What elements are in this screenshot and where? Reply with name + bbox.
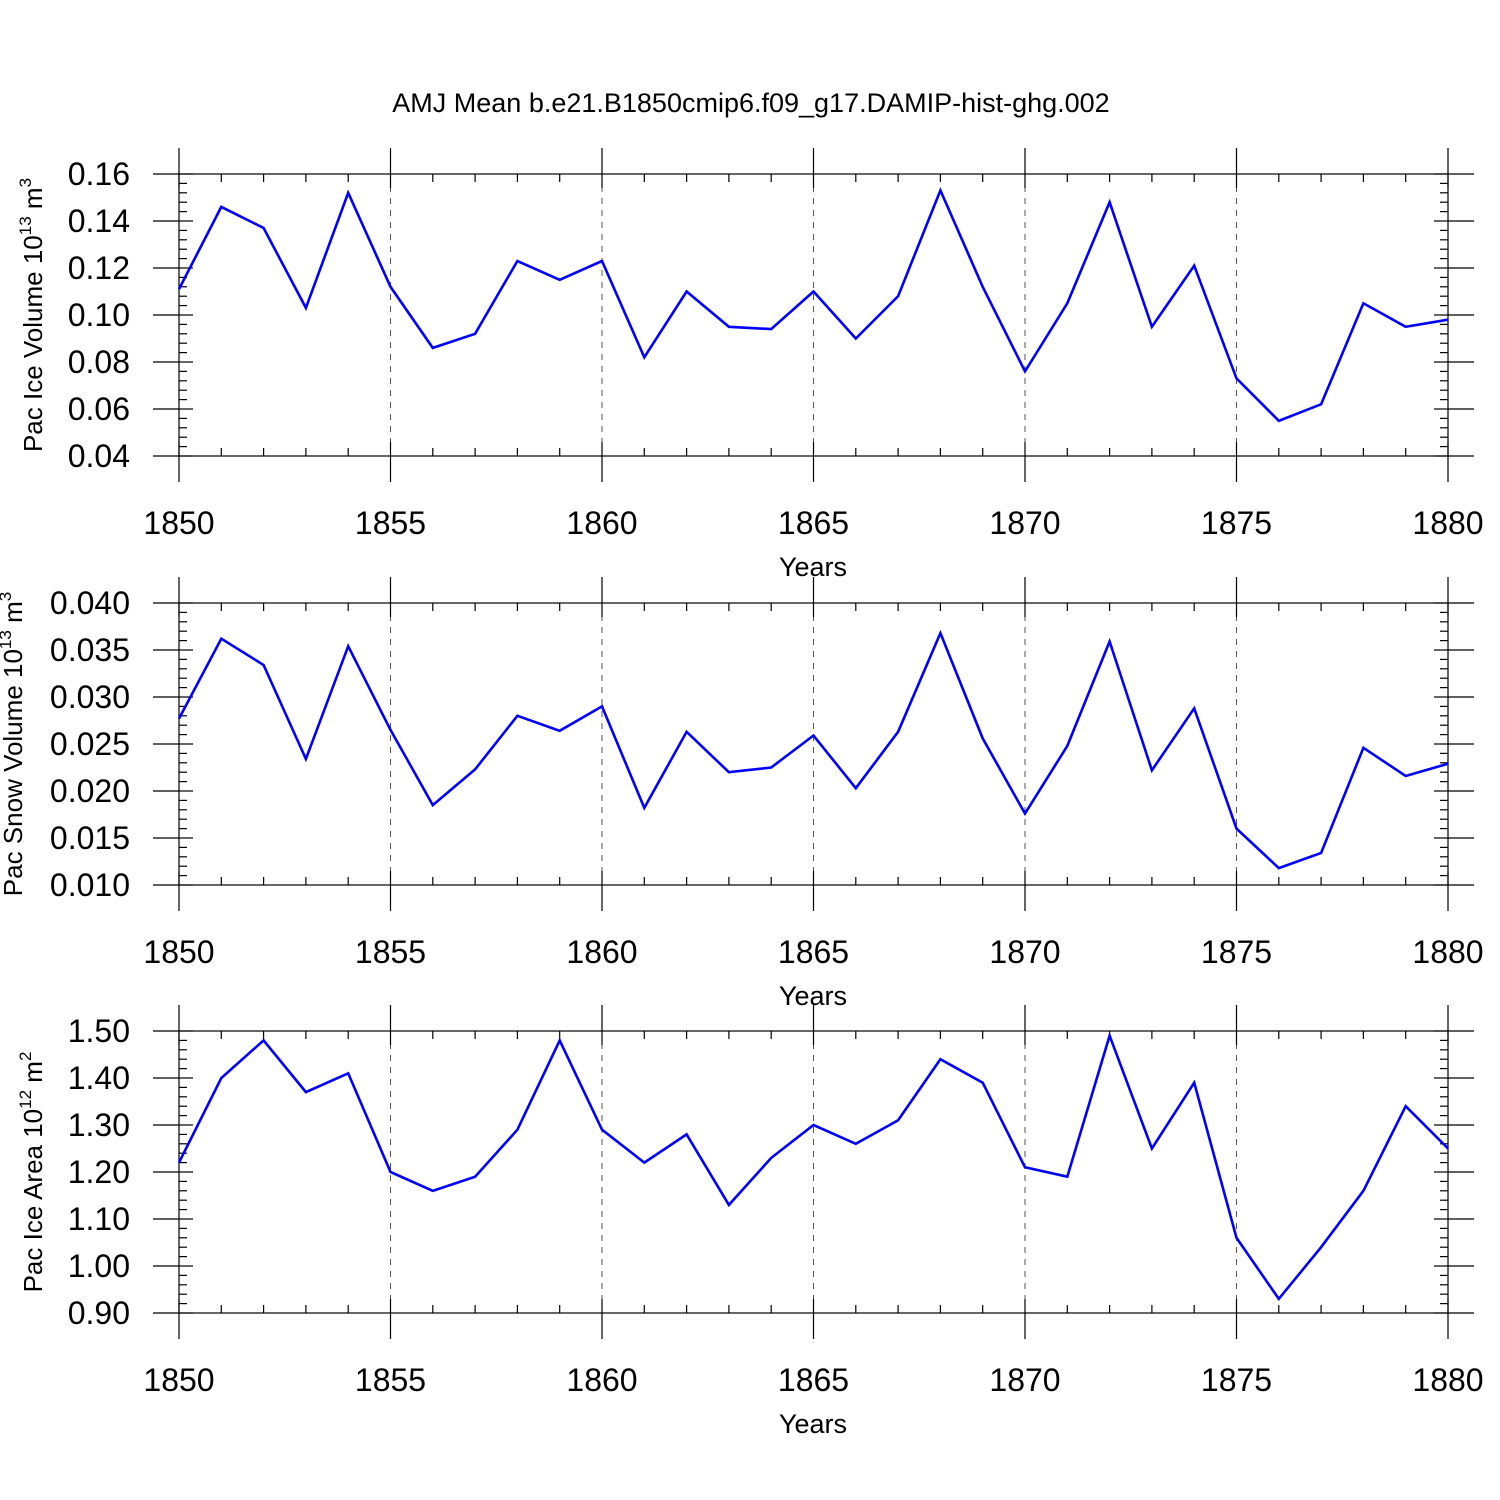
y-axis-label-unit-exp: 3 xyxy=(0,592,15,601)
y-tick-label: 0.040 xyxy=(50,585,130,621)
y-axis-label-prefix: Pac Ice Area 10 xyxy=(18,1109,48,1293)
y-tick-label: 1.50 xyxy=(68,1013,130,1049)
y-axis-label: Pac Ice Volume 1013 m3 xyxy=(16,178,48,452)
x-tick-label: 1865 xyxy=(778,1362,849,1398)
x-tick-label: 1860 xyxy=(566,1362,637,1398)
panel-1: 1850 1855 1860 1865 1870 1875 1880 0.04 0.06 0.08… xyxy=(16,148,1484,582)
x-tick-label: 1875 xyxy=(1201,505,1272,541)
y-tick-label: 1.30 xyxy=(68,1107,130,1143)
x-tick-label: 1880 xyxy=(1412,505,1483,541)
y-tick-label: 1.10 xyxy=(68,1201,130,1237)
y-tick-label: 0.030 xyxy=(50,679,130,715)
y-tick-label: 0.015 xyxy=(50,820,130,856)
y-tick-label: 0.020 xyxy=(50,773,130,809)
plot-frame xyxy=(178,1030,1449,1314)
x-tick-label: 1870 xyxy=(989,505,1060,541)
plot-frame xyxy=(178,602,1449,886)
y-axis-label-prefix: Pac Ice Volume 10 xyxy=(18,235,48,452)
y-axis-label-unit-exp: 3 xyxy=(16,178,35,187)
x-tick-label: 1865 xyxy=(778,934,849,970)
y-tick-label: 0.12 xyxy=(68,250,130,286)
x-tick-label: 1875 xyxy=(1201,1362,1272,1398)
y-tick-label: 0.10 xyxy=(68,297,130,333)
x-tick-label: 1870 xyxy=(989,934,1060,970)
y-axis-label-unit: m xyxy=(18,187,48,216)
x-tick-label: 1875 xyxy=(1201,934,1272,970)
x-tick-label: 1860 xyxy=(566,934,637,970)
panel-2: 1850 1855 1860 1865 1870 1875 1880 0.010 0.015 0.… xyxy=(0,577,1484,1011)
x-axis-label: Years xyxy=(779,1409,847,1439)
y-tick-label: 0.04 xyxy=(68,438,130,474)
y-axis-label-unit: m xyxy=(0,601,28,630)
panel-3: 1850 1855 1860 1865 1870 1875 1880 0.90 1.00 1.10… xyxy=(16,1005,1484,1439)
y-tick-label: 0.010 xyxy=(50,867,130,903)
series-line xyxy=(177,187,1449,423)
y-axis-label-unit-exp: 2 xyxy=(16,1052,35,1061)
x-tick-label: 1850 xyxy=(143,505,214,541)
x-tick-label: 1850 xyxy=(143,934,214,970)
series-line xyxy=(177,629,1449,870)
y-axis-label: Pac Snow Volume 1013 m3 xyxy=(0,592,28,896)
y-tick-label: 1.00 xyxy=(68,1248,130,1284)
y-axis-label-exp: 13 xyxy=(0,630,15,649)
y-tick-label: 0.14 xyxy=(68,203,130,239)
y-tick-label: 1.20 xyxy=(68,1154,130,1190)
x-tick-label: 1855 xyxy=(355,1362,426,1398)
x-tick-label: 1860 xyxy=(566,505,637,541)
y-tick-label: 0.08 xyxy=(68,344,130,380)
x-tick-label: 1855 xyxy=(355,505,426,541)
y-tick-label: 0.035 xyxy=(50,632,130,668)
plot-frame xyxy=(178,173,1449,457)
y-tick-label: 1.40 xyxy=(68,1060,130,1096)
y-axis-label: Pac Ice Area 1012 m2 xyxy=(16,1052,48,1293)
x-tick-label: 1880 xyxy=(1412,1362,1483,1398)
y-axis-label-unit: m xyxy=(18,1061,48,1090)
y-tick-label: 0.16 xyxy=(68,156,130,192)
y-axis-label-exp: 13 xyxy=(16,216,35,235)
x-tick-label: 1870 xyxy=(989,1362,1060,1398)
chart-title: AMJ Mean b.e21.B1850cmip6.f09_g17.DAMIP-… xyxy=(392,88,1109,118)
x-tick-label: 1880 xyxy=(1412,934,1483,970)
y-tick-label: 0.90 xyxy=(68,1295,130,1331)
y-tick-label: 0.025 xyxy=(50,726,130,762)
x-tick-label: 1850 xyxy=(143,1362,214,1398)
y-axis-label-exp: 12 xyxy=(16,1090,35,1109)
series-line xyxy=(177,1031,1449,1302)
y-tick-label: 0.06 xyxy=(68,391,130,427)
x-tick-label: 1865 xyxy=(778,505,849,541)
x-tick-label: 1855 xyxy=(355,934,426,970)
y-axis-label-prefix: Pac Snow Volume 10 xyxy=(0,649,28,896)
